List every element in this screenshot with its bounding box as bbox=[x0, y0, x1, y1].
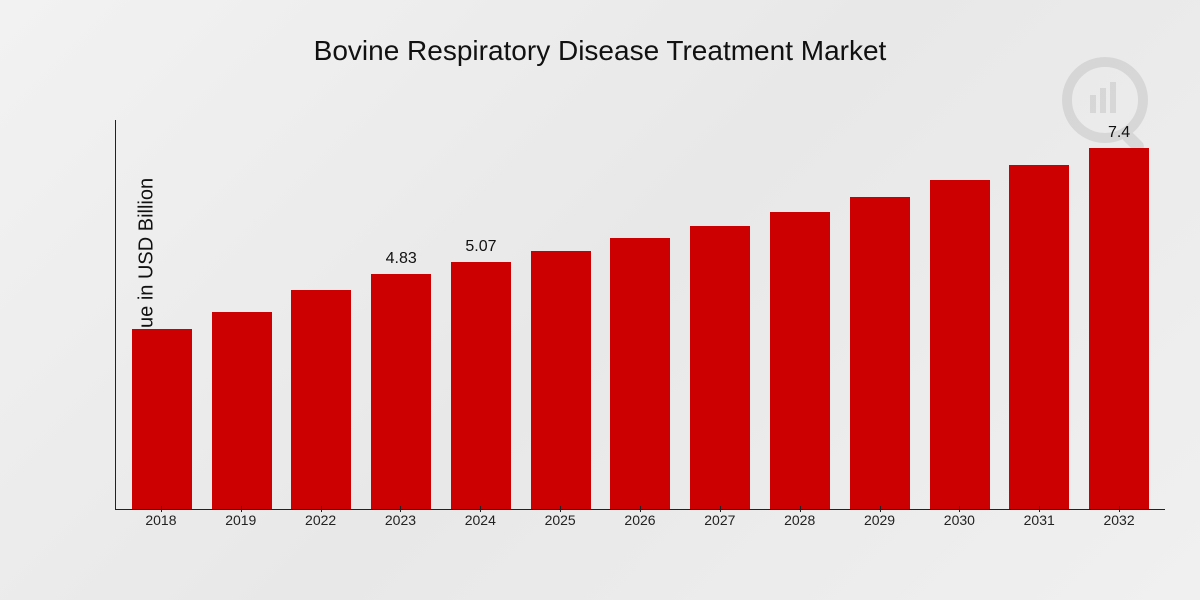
x-tick-label: 2019 bbox=[205, 512, 277, 528]
bar bbox=[132, 329, 192, 509]
bar bbox=[1089, 148, 1149, 509]
bar-wrap bbox=[605, 238, 677, 509]
bar bbox=[291, 290, 351, 509]
bar bbox=[930, 180, 990, 509]
bar-wrap bbox=[525, 251, 597, 509]
x-tick-label: 2025 bbox=[524, 512, 596, 528]
x-tick-label: 2024 bbox=[444, 512, 516, 528]
bar bbox=[451, 262, 511, 509]
bar-value-label: 5.07 bbox=[465, 238, 496, 256]
bar bbox=[1009, 165, 1069, 509]
plot-area: 4.835.077.4 bbox=[115, 120, 1165, 510]
bar-wrap: 4.83 bbox=[365, 274, 437, 509]
bar-wrap: 5.07 bbox=[445, 262, 517, 509]
x-tick-label: 2028 bbox=[764, 512, 836, 528]
x-tick-label: 2032 bbox=[1083, 512, 1155, 528]
bar-value-label: 4.83 bbox=[386, 250, 417, 268]
bar-wrap bbox=[684, 226, 756, 509]
bar-wrap bbox=[206, 312, 278, 509]
bar-wrap bbox=[924, 180, 996, 509]
bar-wrap bbox=[286, 290, 358, 509]
bar bbox=[371, 274, 431, 509]
chart-title: Bovine Respiratory Disease Treatment Mar… bbox=[0, 35, 1200, 67]
x-axis: 2018 2019 2022 2023 2024 2025 2026 2027 2028 2029… bbox=[115, 512, 1165, 528]
x-tick-label: 2026 bbox=[604, 512, 676, 528]
bar-wrap: 7.4 bbox=[1083, 148, 1155, 509]
bars-container: 4.835.077.4 bbox=[116, 120, 1165, 509]
bar-wrap bbox=[126, 329, 198, 509]
bar bbox=[212, 312, 272, 509]
x-tick-label: 2022 bbox=[285, 512, 357, 528]
x-tick-label: 2023 bbox=[365, 512, 437, 528]
bar bbox=[850, 197, 910, 509]
x-tick-label: 2031 bbox=[1003, 512, 1075, 528]
bar-wrap bbox=[844, 197, 916, 509]
bar-wrap bbox=[1003, 165, 1075, 509]
x-tick-label: 2029 bbox=[844, 512, 916, 528]
bar bbox=[690, 226, 750, 509]
x-tick-label: 2018 bbox=[125, 512, 197, 528]
x-tick-label: 2030 bbox=[923, 512, 995, 528]
bar-wrap bbox=[764, 212, 836, 509]
x-tick-label: 2027 bbox=[684, 512, 756, 528]
bar bbox=[531, 251, 591, 509]
bar-value-label: 7.4 bbox=[1108, 124, 1130, 142]
bar bbox=[770, 212, 830, 509]
bar bbox=[610, 238, 670, 509]
